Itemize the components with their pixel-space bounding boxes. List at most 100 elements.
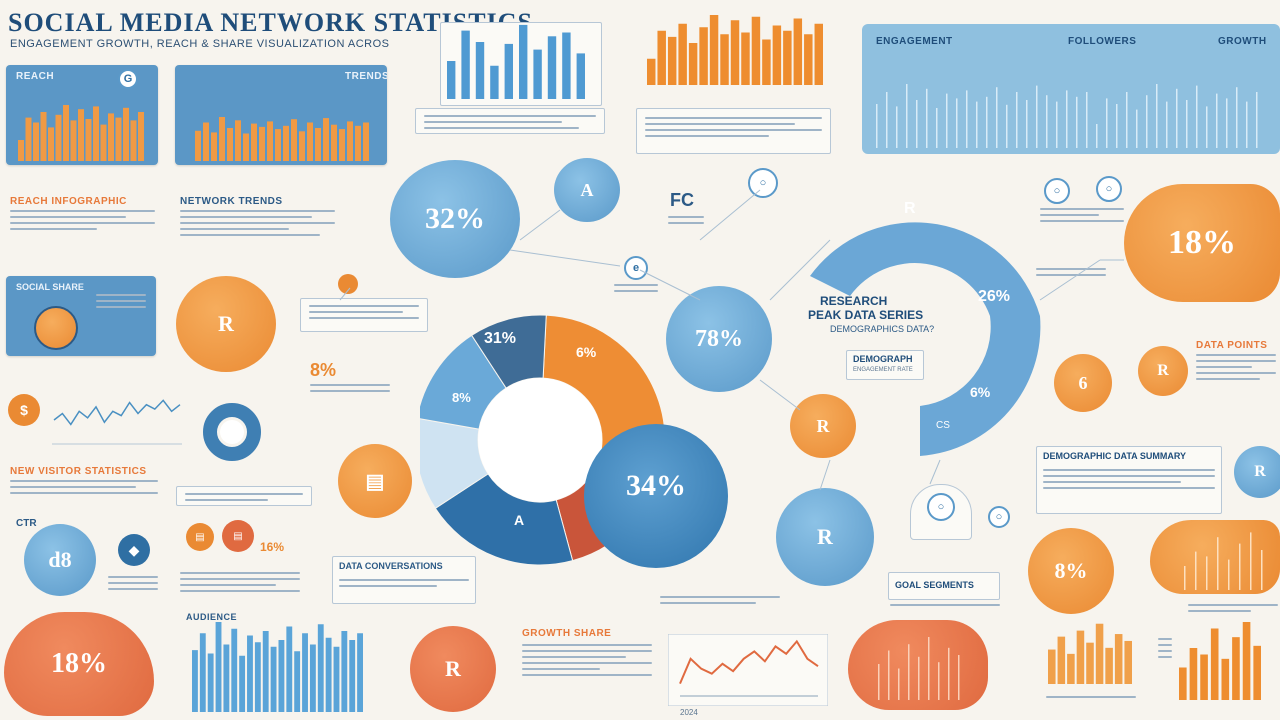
red-cloud-bar-2	[888, 650, 890, 700]
orange-bars-b-axis	[1158, 634, 1172, 662]
orange-a-bar-1	[1048, 649, 1056, 684]
wide-line-36	[1226, 98, 1228, 148]
wide-line-37	[1236, 87, 1238, 148]
bottom-line-chart	[668, 634, 828, 706]
donut-big-value: 34%	[626, 469, 686, 502]
trends-bar-8	[251, 123, 257, 161]
bottom-blue-bar-3	[207, 653, 214, 712]
speech-icon-box: ○	[910, 484, 972, 540]
wide-line-34	[1206, 106, 1208, 148]
wide-panel-mid-label: FOLLOWERS	[1068, 36, 1137, 47]
arc-value-small: 6%	[970, 384, 991, 400]
red-cloud-bar-1	[878, 664, 880, 700]
bottom-blue-bar-8	[247, 635, 253, 712]
donut-label-b: 6%	[576, 344, 597, 360]
orange-a-bar-7	[1105, 647, 1113, 684]
orange-a-bar-3	[1067, 653, 1075, 684]
orange-a-bar-5	[1086, 642, 1094, 684]
top-orange-bar-4	[678, 23, 687, 85]
blue-circle-bottom-text	[660, 592, 780, 608]
trends-bar-9	[259, 126, 265, 161]
blue-circle-center: 78%	[666, 286, 772, 392]
trends-bar-4	[219, 117, 225, 161]
wide-line-1	[876, 104, 878, 148]
wide-line-29	[1156, 84, 1158, 148]
top-orange-bar-7	[709, 15, 719, 85]
trends-bar-1	[195, 130, 201, 161]
reach-spark-bar-13	[108, 113, 114, 161]
top-orange-bar-16	[804, 34, 813, 85]
orange-a-bar-9	[1124, 640, 1132, 684]
donut-big-circle: 34%	[584, 424, 728, 568]
wide-line-9	[956, 98, 958, 148]
research-sub: PEAK DATA SERIES	[808, 308, 924, 322]
orange-cloud-right: 18%	[1124, 184, 1280, 302]
reach-panel-icon: G	[118, 69, 138, 89]
red-cloud-bar-9	[958, 655, 960, 700]
wide-line-19	[1056, 101, 1058, 148]
arc-top-icon: R	[904, 200, 916, 217]
mid-text-box	[300, 298, 428, 332]
small-orange-marker	[338, 274, 358, 294]
red-cloud-value: 18%	[51, 648, 107, 679]
reach-spark-bar-9	[78, 109, 84, 161]
e-icon-text	[614, 280, 658, 296]
blue-stat-circle: d8	[24, 524, 96, 596]
data-points-text	[1036, 264, 1106, 280]
orange-a-bar-8	[1114, 634, 1123, 684]
top-blue-bar-chart-frame	[440, 22, 602, 106]
bottom-blue-bar-5	[223, 644, 230, 712]
reach-spark-bar-2	[25, 117, 32, 161]
top-blue-bar-2	[461, 30, 470, 100]
red-cloud-bar-4	[908, 644, 910, 700]
blue-small-icon: ◆	[118, 534, 150, 566]
red-cloud-bar-7	[938, 662, 940, 700]
small-ring-icon-top: ○	[748, 168, 778, 198]
wide-line-22	[1086, 92, 1088, 148]
wide-line-14	[1006, 104, 1008, 148]
wide-line-8	[946, 93, 948, 148]
orange-pct-text	[310, 380, 390, 396]
bottom-blue-bar-6	[231, 628, 238, 712]
right-top-text	[1040, 204, 1124, 226]
orange-circle-right-b-value: R	[1157, 362, 1169, 379]
page-subtitle: ENGAGEMENT GROWTH, REACH & SHARE VISUALI…	[10, 38, 390, 50]
orange-badge-circle: R	[176, 276, 276, 372]
top-orange-bar-8	[720, 34, 729, 85]
e-icon: e	[624, 256, 648, 280]
reach-infographic-text	[10, 206, 155, 234]
red-cloud-stat: 18%	[4, 612, 154, 716]
speech-icon: ○	[927, 493, 955, 521]
red-cloud-bar-5	[918, 656, 920, 700]
wide-line-35	[1216, 93, 1218, 148]
orange-b-bar-8	[1253, 645, 1261, 700]
axis-year-label: 2024	[680, 708, 698, 717]
bottom-blue-bar-2	[199, 633, 206, 712]
orange-icon-circle: ▤	[338, 444, 412, 518]
top-orange-bar-12	[762, 39, 771, 85]
wide-line-28	[1146, 95, 1148, 148]
bottom-blue-bar-19	[333, 646, 340, 712]
top-blue-bar-5	[504, 43, 513, 99]
trends-chart	[195, 117, 369, 161]
reach-spark-bar-6	[55, 114, 62, 161]
line-left-series	[53, 399, 181, 426]
wide-line-23	[1096, 124, 1098, 148]
trends-bar-18	[331, 124, 337, 161]
orange-b-bar-3	[1200, 654, 1208, 700]
growth-share-label: GROWTH SHARE	[522, 628, 612, 639]
orange-pct-mid: 8%	[310, 360, 337, 380]
blue-circle-top-mid: A	[554, 158, 620, 222]
cloud-bar-6	[1239, 543, 1241, 590]
trends-bar-6	[235, 120, 241, 161]
wide-line-24	[1106, 98, 1108, 148]
bottom-blue-bar-17	[317, 624, 324, 712]
wide-line-39	[1256, 92, 1258, 148]
top-blue-bar-10	[576, 53, 585, 99]
cloud-bar-5	[1228, 559, 1230, 590]
bottom-red-circle: R	[410, 626, 496, 712]
reach-spark-bar-11	[93, 106, 99, 161]
orange-circle-right-a: 6	[1054, 354, 1112, 412]
reach-spark-bar-16	[130, 120, 137, 161]
wide-line-32	[1186, 100, 1188, 148]
